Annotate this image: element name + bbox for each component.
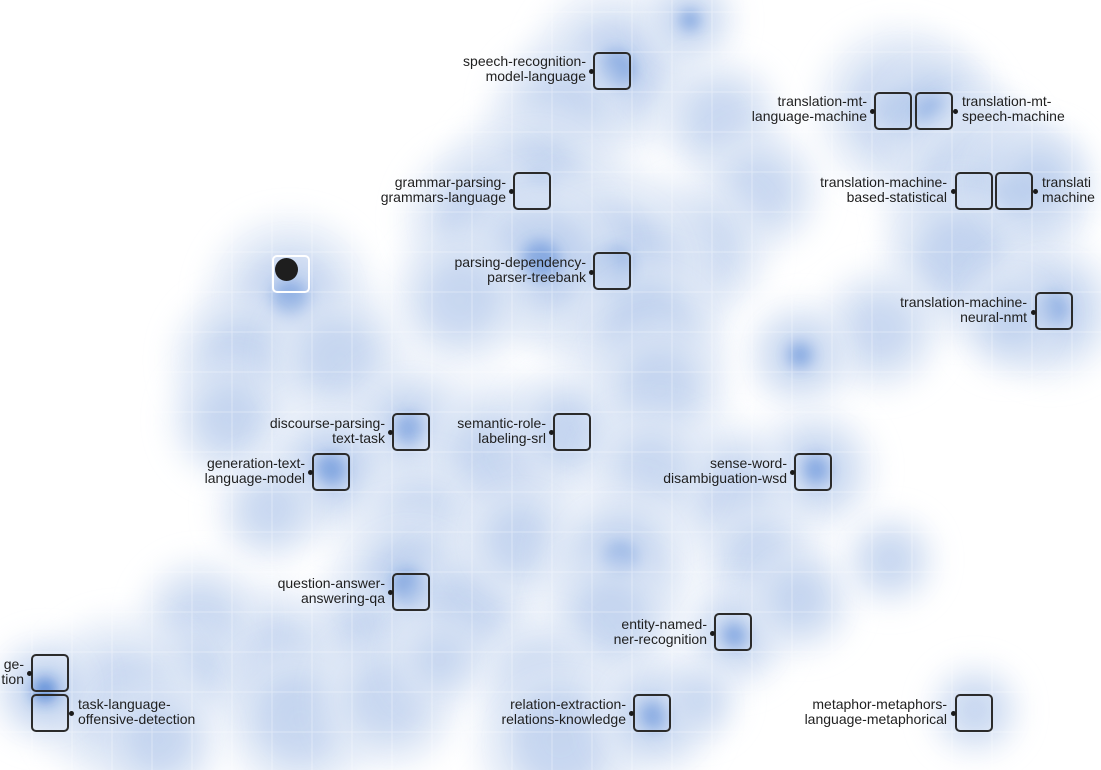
connector-dot bbox=[1033, 189, 1038, 194]
connector-dot bbox=[951, 711, 956, 716]
connector-dot bbox=[549, 430, 554, 435]
topic-cell-translation-mt-speech[interactable] bbox=[915, 92, 953, 130]
topic-label-offensive-detection: task-language-offensive-detection bbox=[78, 696, 196, 727]
topic-cell-translation-machine-cut[interactable] bbox=[995, 172, 1033, 210]
topic-label-metaphor: metaphor-metaphors-language-metaphorical bbox=[804, 696, 947, 727]
topic-cell-relation-extraction[interactable] bbox=[633, 694, 671, 732]
topic-cell-generation-text[interactable] bbox=[312, 453, 350, 491]
connector-dot bbox=[870, 109, 875, 114]
connector-dot bbox=[308, 470, 313, 475]
topic-label-translation-machine-cut: translati machine bbox=[1042, 175, 1095, 205]
topic-cell-entity-named[interactable] bbox=[714, 613, 752, 651]
topic-cell-question-answer[interactable] bbox=[392, 573, 430, 611]
topic-cell-semantic-role[interactable] bbox=[553, 413, 591, 451]
connector-dot bbox=[951, 189, 956, 194]
connector-dot bbox=[509, 189, 514, 194]
connector-dot bbox=[1031, 310, 1036, 315]
topic-label-grammar-parsing: grammar-parsing-grammars-language bbox=[380, 174, 506, 205]
connector-dot bbox=[388, 430, 393, 435]
connector-dot bbox=[629, 711, 634, 716]
topic-cell-discourse-parsing[interactable] bbox=[392, 413, 430, 451]
topic-label-translation-machine-neural: translation-machine-neural-nmt bbox=[900, 294, 1027, 325]
topic-cell-sense-word[interactable] bbox=[794, 453, 832, 491]
topic-cell-metaphor[interactable] bbox=[955, 694, 993, 732]
connector-dot bbox=[388, 590, 393, 595]
topic-label-parsing-dependency: parsing-dependency-parser-treebank bbox=[454, 254, 586, 285]
topic-label-question-answer: question-answer-answering-qa bbox=[277, 575, 385, 606]
topic-label-edge-cut: ge-tion bbox=[1, 657, 24, 687]
cursor-dot-icon bbox=[275, 258, 298, 281]
topic-label-translation-mt-language: translation-mt-language-machine bbox=[751, 93, 867, 124]
connector-dot bbox=[589, 69, 594, 74]
topic-cell-edge-cut[interactable] bbox=[31, 654, 69, 692]
hover-cell bbox=[272, 255, 310, 293]
topic-label-discourse-parsing: discourse-parsing-text-task bbox=[269, 415, 385, 446]
topic-label-translation-mt-speech: translation-mt-speech-machine bbox=[962, 93, 1065, 124]
topic-cell-parsing-dependency[interactable] bbox=[593, 252, 631, 290]
topic-cell-speech-recognition[interactable] bbox=[593, 52, 631, 90]
topic-label-speech-recognition: speech-recognition-model-language bbox=[463, 53, 586, 84]
topic-cell-translation-mt-language[interactable] bbox=[874, 92, 912, 130]
topic-label-sense-word: sense-word-disambiguation-wsd bbox=[663, 455, 787, 486]
topic-cell-grammar-parsing[interactable] bbox=[513, 172, 551, 210]
connector-dot bbox=[790, 470, 795, 475]
connector-dot bbox=[710, 631, 715, 636]
topic-cell-offensive-detection[interactable] bbox=[31, 694, 69, 732]
topic-label-translation-machine-statistical: translation-machine-based-statistical bbox=[820, 174, 947, 205]
connector-dot bbox=[69, 711, 74, 716]
topic-label-relation-extraction: relation-extraction-relations-knowledge bbox=[501, 696, 626, 727]
topic-label-generation-text: generation-text-language-model bbox=[204, 455, 305, 486]
connector-dot bbox=[953, 109, 958, 114]
connector-dot bbox=[589, 270, 594, 275]
topic-label-entity-named: entity-named-ner-recognition bbox=[613, 616, 707, 647]
topic-label-semantic-role: semantic-role-labeling-srl bbox=[457, 415, 546, 446]
topic-cell-translation-machine-statistical[interactable] bbox=[955, 172, 993, 210]
connector-dot bbox=[27, 671, 32, 676]
topic-cell-translation-machine-neural[interactable] bbox=[1035, 292, 1073, 330]
